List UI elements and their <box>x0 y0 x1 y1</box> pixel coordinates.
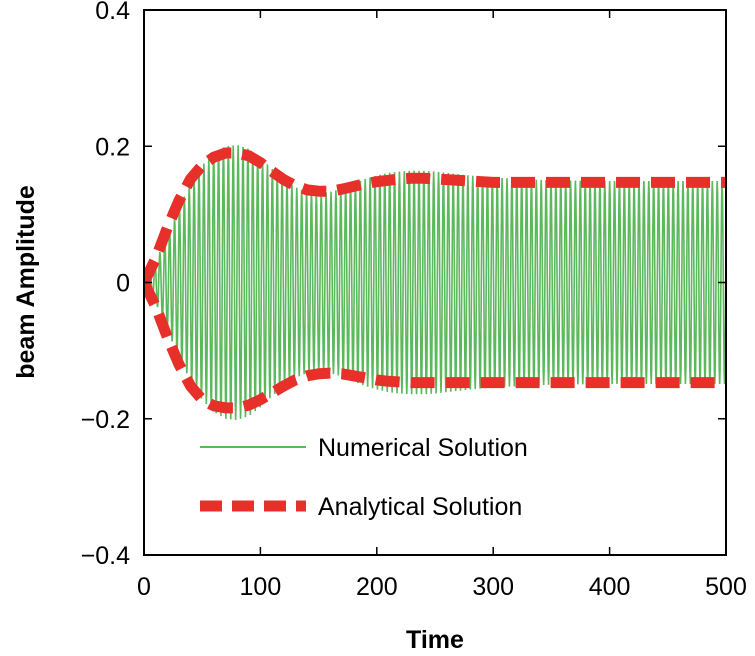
x-tick-label: 500 <box>705 573 747 601</box>
x-tick-label: 0 <box>137 573 151 601</box>
series-analytical-upper <box>144 147 726 285</box>
y-axis-title: beam Amplitude <box>12 185 40 379</box>
y-tick-label: 0 <box>116 270 130 298</box>
series-numerical-solution <box>144 145 726 420</box>
series-analytical-lower <box>144 280 726 414</box>
y-tick-label: −0.2 <box>81 406 130 434</box>
y-tick-label: 0.4 <box>95 0 130 25</box>
legend: Numerical Solution Analytical Solution <box>200 434 528 521</box>
x-tick-label: 400 <box>589 573 631 601</box>
y-tick-label: −0.4 <box>81 542 130 570</box>
y-tick-label: 0.2 <box>95 133 130 161</box>
x-axis-title: Time <box>406 626 464 654</box>
x-tick-label: 200 <box>356 573 398 601</box>
legend-label-numerical: Numerical Solution <box>318 434 528 462</box>
legend-label-analytical: Analytical Solution <box>318 493 522 521</box>
x-tick-label: 300 <box>472 573 514 601</box>
x-tick-label: 100 <box>240 573 282 601</box>
